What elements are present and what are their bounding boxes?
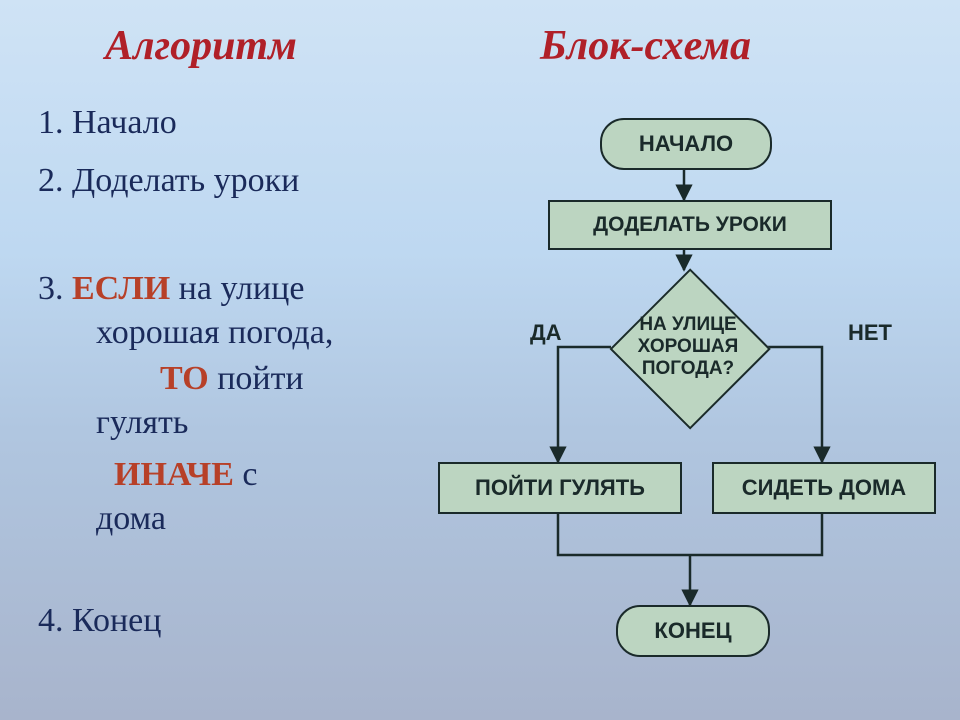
algo-line-1: 2. Доделать уроки xyxy=(38,160,299,203)
algo-line-7: дома xyxy=(96,498,166,541)
arrow-4 xyxy=(558,510,690,555)
algo-line-2: 3. ЕСЛИ на улице xyxy=(38,268,304,311)
node-home: СИДЕТЬ ДОМА xyxy=(712,462,936,514)
algo-line-3: хорошая погода, xyxy=(96,312,333,355)
node-cond: НА УЛИЦЕ ХОРОШАЯ ПОГОДА? xyxy=(610,269,766,425)
node-start: НАЧАЛО xyxy=(600,118,772,170)
edge-label-no: НЕТ xyxy=(848,320,892,346)
title-algorithm: Алгоритм xyxy=(105,22,297,70)
algo-line-8: 4. Конец xyxy=(38,600,161,643)
title-flowchart: Блок-схема xyxy=(540,22,751,70)
algo-line-5: гулять xyxy=(96,402,188,445)
algo-line-4: ТО пойти xyxy=(160,358,304,401)
slide: Алгоритм Блок-схема 1. Начало 2. Доделать… xyxy=(0,0,960,720)
algo-line-0: 1. Начало xyxy=(38,102,177,145)
node-end: КОНЕЦ xyxy=(616,605,770,657)
edge-label-yes: ДА xyxy=(530,320,562,346)
arrow-5 xyxy=(690,510,822,555)
node-walk: ПОЙТИ ГУЛЯТЬ xyxy=(438,462,682,514)
algo-line-6: ИНАЧЕ с xyxy=(114,454,258,497)
node-lessons: ДОДЕЛАТЬ УРОКИ xyxy=(548,200,832,250)
